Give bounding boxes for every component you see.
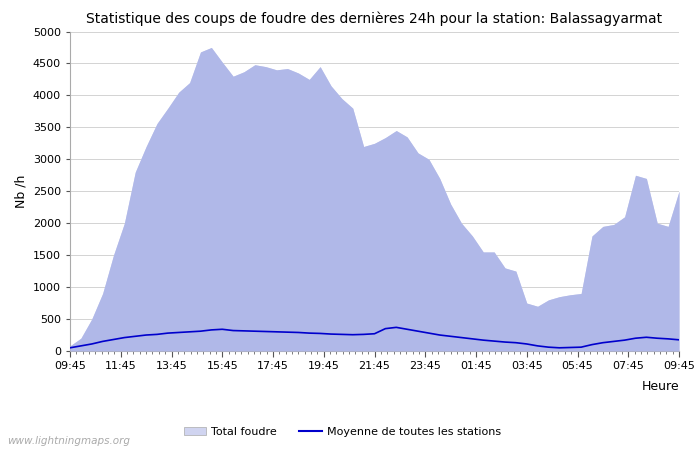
Text: www.lightningmaps.org: www.lightningmaps.org xyxy=(7,436,130,446)
Legend: Foudre détectée par Balassagyarmat: Foudre détectée par Balassagyarmat xyxy=(179,447,423,450)
Y-axis label: Nb /h: Nb /h xyxy=(14,175,27,208)
Text: Heure: Heure xyxy=(641,380,679,393)
Title: Statistique des coups de foudre des dernières 24h pour la station: Balassagyarma: Statistique des coups de foudre des dern… xyxy=(86,12,663,26)
